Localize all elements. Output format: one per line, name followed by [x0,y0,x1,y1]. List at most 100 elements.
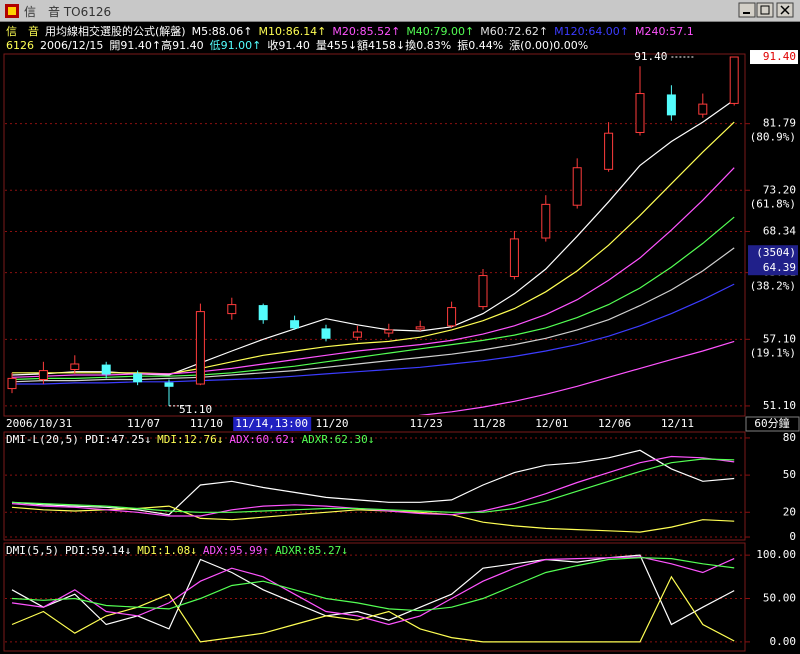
series-line [11,458,735,513]
candle-body [509,238,519,278]
header-text: 量455↓額4158↓換0.83% [315,39,452,52]
y-tick-label: 68.34 [763,224,796,237]
candle-body [415,326,425,330]
y-tick-label: 51.10 [763,399,796,412]
series-line [11,167,735,378]
x-tick-label: 12/11 [661,417,694,430]
y-tick-label: 100.00 [756,548,796,561]
y-tick-label: 0 [789,530,796,543]
candle-body [666,94,676,116]
header-text: 振0.44% [457,39,504,52]
plot [5,554,744,643]
candle-body [478,275,488,308]
candle-body [133,373,143,383]
candle-body [70,363,80,370]
candle-body [604,132,614,170]
x-tick-label: 11/14,13:00 [235,417,308,430]
x-tick-label: 11/23 [410,417,443,430]
indicator-line: 信 音用均線相交選股的公式(解盤) M5:88.06↑ M10:86.14↑ M20:… [6,25,798,38]
candle-body [195,311,205,385]
background [0,54,800,654]
candle-body [290,320,300,329]
candle-body [384,329,394,334]
panel-frame [3,431,746,541]
panel-title: DMI-L(20,5) [6,433,79,446]
panel-title: ADX:60.62↓ [229,433,295,446]
quote-line: 6126 2006/12/15 開91.40↑高91.40 低91.00↑ 收91.40… [6,39,798,52]
series-line [11,505,735,533]
header-text: M120:64.00↑ [554,25,630,38]
candle-body [447,307,457,327]
x-tick-label: 11/07 [127,417,160,430]
plot [5,56,744,415]
annotation: 91.40 [634,50,667,63]
panel-title: DMI(5,5) [6,544,59,557]
header-text: M60:72.62↑ [480,25,549,38]
series-line [418,340,735,415]
candle-body [164,382,174,387]
candle-body [38,370,48,381]
y-tick-pct: (19.1%) [750,346,796,359]
candle-body [7,377,17,390]
main-frame [3,53,746,417]
header-text: M5:88.06↑ [191,25,253,38]
y-tick-label: 20 [783,505,796,518]
header-text: 信 音 [6,25,39,38]
cursor-box [748,245,798,276]
candle-body [258,305,268,321]
series-line [11,575,735,643]
series-line [11,556,735,626]
cursor-date-box [233,417,312,431]
series-line [12,283,735,385]
x-tick-label: 11/28 [472,417,505,430]
panel-title: ADXR:85.27↓ [275,544,348,557]
window-buttons[interactable] [738,2,798,20]
header-text: 漲(0.00)0.00% [509,39,589,52]
x-tick-label: 12/06 [598,417,631,430]
minimize-button[interactable] [738,2,756,18]
series-line [11,557,735,612]
candle-body [572,167,582,206]
panel-title: PDI:59.14↓ [65,544,131,557]
x-tick-label: 2006/10/31 [6,417,72,430]
header-text: M10:86.14↑ [258,25,327,38]
series-line [12,121,735,375]
y-tick-label: 50.00 [763,592,796,605]
header-text: M20:85.52↑ [332,25,401,38]
y-tick-pct: (38.2%) [750,280,796,293]
header-text: M240:57.1 [635,25,694,38]
panel-title: ADXR:62.30↓ [302,433,375,446]
plot [5,437,744,538]
last-price: 91.40 [763,50,796,63]
candle-body [635,93,645,133]
header-text: 用均線相交選股的公式(解盤) [45,25,186,38]
series-line [11,216,735,381]
candle-body [541,203,551,239]
period-box [745,416,800,432]
cursor-price: 64.39 [763,261,796,274]
x-tick-label: 11/10 [190,417,223,430]
maximize-button[interactable] [756,2,774,18]
annotation: 51.10 [179,403,212,416]
candle-body [227,304,237,315]
header-text: 6126 [6,39,34,52]
y-tick-label: 50 [783,468,796,481]
app-icon [5,4,19,18]
x-tick-label: 12/01 [535,417,568,430]
series-line [11,449,735,516]
y-tick-pct: (61.8%) [750,197,796,210]
candle-body [698,103,708,115]
last-price-box [750,50,798,65]
candle-body [101,364,111,375]
y-tick-label: 80 [783,431,796,444]
panel-title: PDI:47.25↓ [85,433,151,446]
candle-body [729,56,739,104]
header-text: 低91.00↑ [209,39,262,52]
header-text: 收91.40 [267,39,310,52]
window-title: 信 音 TO6126 [24,5,112,19]
y-tick-label: 81.79 [763,117,796,130]
panel-title: ADX:95.99↑ [203,544,269,557]
candle-body [321,328,331,339]
